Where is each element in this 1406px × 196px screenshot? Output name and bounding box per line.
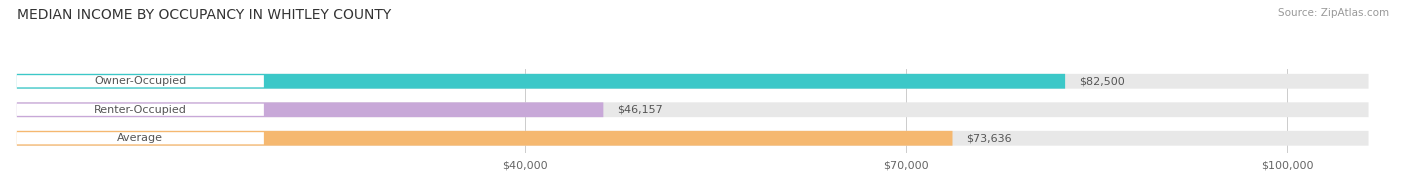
FancyBboxPatch shape [17, 132, 264, 144]
Text: Source: ZipAtlas.com: Source: ZipAtlas.com [1278, 8, 1389, 18]
FancyBboxPatch shape [17, 131, 952, 146]
FancyBboxPatch shape [17, 102, 1368, 117]
FancyBboxPatch shape [17, 104, 264, 116]
Text: Owner-Occupied: Owner-Occupied [94, 76, 187, 86]
Text: $82,500: $82,500 [1078, 76, 1125, 86]
Text: $73,636: $73,636 [966, 133, 1012, 143]
Text: Average: Average [117, 133, 163, 143]
FancyBboxPatch shape [17, 102, 603, 117]
Text: $46,157: $46,157 [617, 105, 662, 115]
FancyBboxPatch shape [17, 75, 264, 87]
FancyBboxPatch shape [17, 74, 1368, 89]
Text: MEDIAN INCOME BY OCCUPANCY IN WHITLEY COUNTY: MEDIAN INCOME BY OCCUPANCY IN WHITLEY CO… [17, 8, 391, 22]
Text: Renter-Occupied: Renter-Occupied [94, 105, 187, 115]
FancyBboxPatch shape [17, 74, 1066, 89]
FancyBboxPatch shape [17, 131, 1368, 146]
